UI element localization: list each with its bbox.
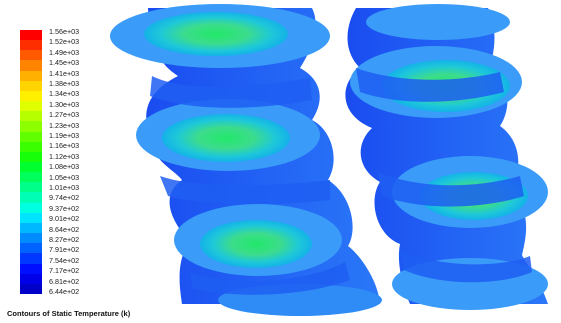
legend-swatch [20, 90, 42, 102]
legend-swatch [20, 263, 42, 275]
legend-tick-label: 6.81e+02 [49, 276, 80, 286]
legend-tick-label: 7.17e+02 [49, 266, 80, 276]
legend-swatch [20, 233, 42, 244]
legend-tick-label: 1.41e+03 [49, 68, 80, 78]
legend-tick-label: 8.27e+02 [49, 235, 80, 244]
legend-swatch [20, 192, 42, 204]
legend-swatch [20, 273, 42, 285]
legend-swatch [20, 162, 42, 173]
legend-swatch [20, 172, 42, 183]
legend-tick-label: 1.19e+03 [49, 131, 80, 140]
legend-swatch [20, 101, 42, 112]
legend-tick-label: 1.34e+03 [49, 89, 80, 99]
legend-swatch [20, 182, 42, 193]
legend-tick-label: 9.74e+02 [49, 193, 80, 203]
legend-tick-label: 1.27e+03 [49, 110, 80, 120]
legend-swatch [20, 80, 42, 92]
legend-tick-label: 1.30e+03 [49, 99, 80, 109]
legend-swatch [20, 253, 42, 265]
legend-tick-label: 7.91e+02 [49, 245, 80, 255]
figure-caption: Contours of Static Temperature (k) [7, 309, 131, 318]
right-screw [345, 4, 548, 310]
legend-tick-label: 1.05e+03 [49, 172, 80, 182]
legend-tick-label: 9.01e+02 [49, 214, 80, 224]
legend-swatch [20, 141, 42, 153]
legend-tick-label: 1.23e+03 [49, 120, 80, 130]
legend-swatch [20, 70, 42, 82]
legend-tick-label: 1.45e+03 [49, 58, 80, 68]
legend-swatch [20, 243, 42, 254]
legend-tick-label: 1.56e+03 [49, 27, 80, 36]
legend-swatch [20, 222, 42, 234]
legend-swatch [20, 283, 42, 295]
legend-swatch [20, 202, 42, 214]
legend-swatch [20, 60, 42, 72]
legend-swatch [20, 40, 42, 51]
legend-swatch [20, 212, 42, 224]
color-legend: 1.56e+03 1.52e+03 1.49e+03 1.45e+03 1.41e+03… [20, 27, 120, 296]
legend-tick-label: 1.16e+03 [49, 141, 80, 151]
legend-tick-label: 8.64e+02 [49, 224, 80, 234]
left-screw [110, 4, 382, 316]
legend-tick-label: 1.38e+03 [49, 79, 80, 88]
legend-swatch [20, 121, 42, 133]
legend-tick-label: 1.08e+03 [49, 162, 80, 172]
legend-tick-label: 1.12e+03 [49, 151, 80, 161]
legend-tick-label: 1.52e+03 [49, 37, 80, 47]
legend-swatch [20, 131, 42, 143]
legend-swatch [20, 50, 42, 61]
legend-tick-label: 1.49e+03 [49, 47, 80, 57]
legend-swatch [20, 151, 42, 163]
legend-tick-label: 7.54e+02 [49, 255, 80, 265]
legend-swatch [20, 111, 42, 122]
legend-tick-label: 1.01e+03 [49, 183, 80, 192]
legend-tick-label: 9.37e+02 [49, 203, 80, 213]
legend-swatch [20, 30, 42, 41]
legend-tick-label: 6.44e+02 [49, 287, 80, 296]
